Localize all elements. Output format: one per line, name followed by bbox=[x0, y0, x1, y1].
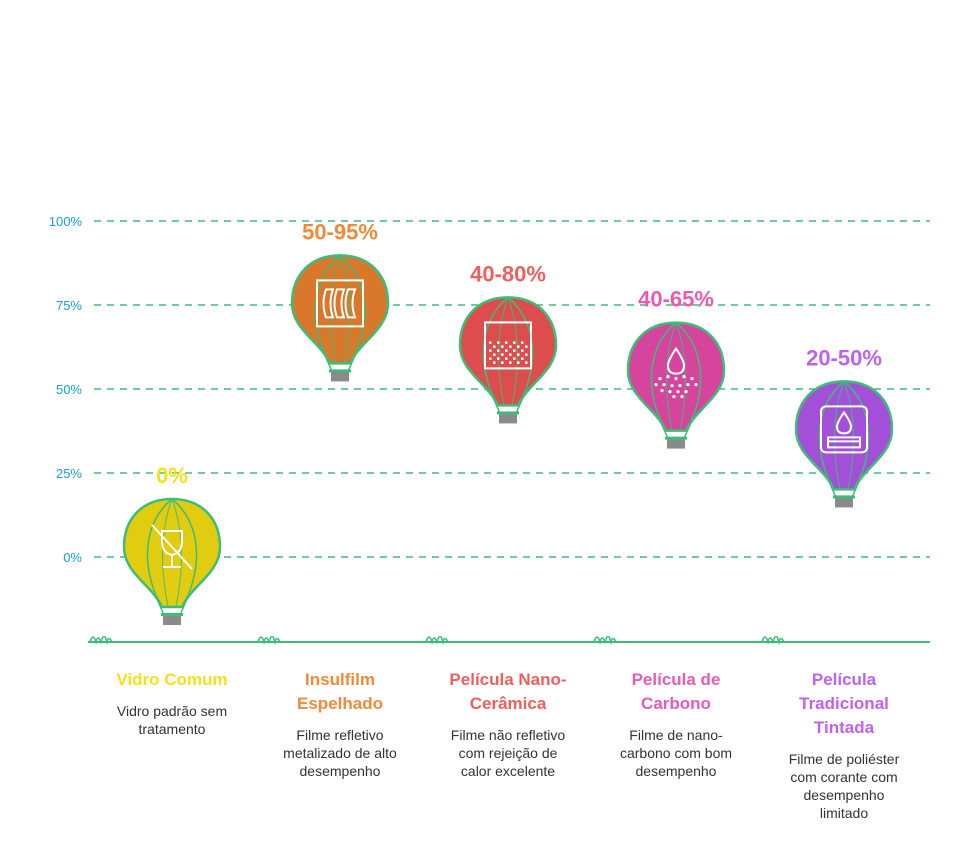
category-description: Filme não refletivo com rejeição de calo… bbox=[450, 727, 566, 779]
balloon-basket-rim bbox=[329, 369, 351, 373]
grass-tuft bbox=[593, 635, 617, 646]
balloon-gore bbox=[675, 322, 702, 431]
grass-tuft bbox=[89, 635, 113, 646]
balloon-gore bbox=[675, 322, 687, 431]
category-description: Filme de nano- carbono com bom desempenh… bbox=[619, 727, 733, 779]
y-tick-label: 75% bbox=[56, 298, 82, 313]
balloon-gore bbox=[339, 254, 366, 364]
value-label: 40-80% bbox=[470, 261, 546, 286]
balloon-gore bbox=[161, 498, 173, 608]
balloon-basket bbox=[499, 413, 517, 424]
balloon-gore bbox=[482, 296, 509, 406]
balloon-envelope bbox=[626, 321, 726, 432]
y-tick-label: 25% bbox=[56, 466, 82, 481]
grass-tuft bbox=[425, 635, 449, 646]
no-glass-icon bbox=[151, 524, 193, 570]
category-caption: Película Nano- Cerâmica Filme não refleti… bbox=[433, 668, 583, 780]
balloon-envelope bbox=[290, 254, 390, 365]
carbon-drop-icon bbox=[654, 346, 698, 399]
balloon-gore bbox=[818, 380, 845, 490]
balloon-gore bbox=[665, 322, 677, 431]
value-label: 50-95% bbox=[302, 219, 378, 244]
value-label: 20-50% bbox=[806, 345, 882, 370]
value-label: 40-65% bbox=[638, 287, 714, 312]
category-caption: Película Tradicional Tintada Filme de pol… bbox=[769, 668, 919, 822]
balloon-basket bbox=[331, 371, 349, 382]
balloon bbox=[122, 497, 222, 625]
balloon-basket-rim bbox=[161, 613, 183, 616]
value-label: 0% bbox=[156, 463, 188, 488]
balloon bbox=[458, 296, 558, 424]
balloon-gore bbox=[497, 297, 509, 406]
balloon-envelope bbox=[794, 380, 894, 491]
reflective-film-icon bbox=[316, 279, 364, 328]
category-caption: Insulfilm Espelhado Filme refletivo metal… bbox=[265, 668, 415, 780]
balloon-gore bbox=[507, 296, 534, 406]
balloon-basket-rim bbox=[665, 436, 687, 440]
y-tick-label: 100% bbox=[49, 214, 83, 229]
balloon-basket-rim bbox=[833, 495, 855, 499]
tinted-film-icon bbox=[820, 405, 868, 454]
grass-tuft bbox=[257, 635, 281, 646]
category-description: Filme refletivo metalizado de alto desem… bbox=[283, 727, 397, 779]
balloon bbox=[290, 254, 390, 382]
y-tick-label: 50% bbox=[56, 382, 82, 397]
balloon-gore bbox=[843, 380, 870, 490]
balloon-envelope bbox=[122, 497, 222, 609]
balloon bbox=[794, 380, 894, 508]
balloon-basket bbox=[163, 615, 181, 625]
ceramic-pattern-icon bbox=[484, 321, 532, 370]
category-caption: Película de Carbono Filme de nano- carbon… bbox=[601, 668, 751, 780]
category-title: Insulfilm Espelhado bbox=[297, 670, 383, 713]
category-title: Película Nano- Cerâmica bbox=[449, 670, 567, 713]
balloon-gore bbox=[146, 498, 173, 608]
y-tick-label: 0% bbox=[63, 550, 82, 565]
category-caption: Vidro Comum Vidro padrão sem tratamento bbox=[97, 668, 247, 738]
category-title: Película de Carbono bbox=[631, 670, 721, 713]
category-title: Película Tradicional Tintada bbox=[799, 670, 889, 737]
balloon-gore bbox=[650, 322, 677, 431]
category-title: Vidro Comum bbox=[116, 670, 228, 689]
balloon-gore bbox=[314, 254, 341, 364]
category-description: Vidro padrão sem tratamento bbox=[116, 703, 228, 737]
balloon-basket-rim bbox=[497, 411, 519, 415]
balloon-basket bbox=[835, 497, 853, 508]
balloon-basket bbox=[667, 438, 685, 449]
grass-tuft bbox=[761, 635, 785, 646]
balloon-gore bbox=[339, 255, 351, 364]
balloon-gore bbox=[171, 498, 198, 608]
category-description: Filme de poliéster com corante com desem… bbox=[788, 751, 900, 821]
balloon bbox=[626, 321, 726, 449]
